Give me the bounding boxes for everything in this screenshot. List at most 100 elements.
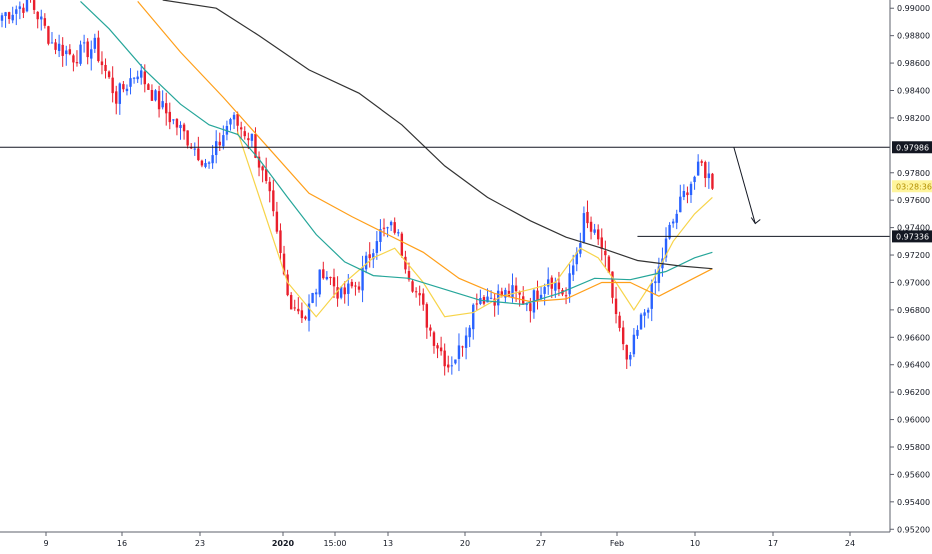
bar-countdown-label-bg [892, 180, 932, 193]
candle-body [243, 131, 246, 137]
candle-body [675, 213, 678, 223]
candle-body [257, 156, 261, 168]
time-tick-label: 17 [768, 539, 778, 548]
candle-body [165, 103, 168, 114]
orange-moving-average-line [137, 1, 713, 303]
candle-body [350, 281, 354, 287]
candle-body [486, 296, 489, 303]
candle-body [197, 148, 200, 161]
candle-body [129, 78, 132, 87]
candle-body [200, 160, 204, 166]
candle-body [447, 364, 450, 368]
candle-body [343, 287, 346, 295]
candle-body [547, 279, 550, 287]
candle-body [336, 287, 339, 299]
candle-body [589, 221, 593, 232]
candle-body [689, 183, 693, 196]
candle-body [646, 309, 650, 313]
candle-body [668, 224, 671, 239]
candle-body [354, 285, 357, 287]
candle-body [43, 18, 47, 26]
candle-body [439, 347, 443, 352]
candle-body [572, 265, 575, 275]
candle-body [407, 271, 411, 280]
yellow-moving-average-line [237, 131, 713, 318]
price-tick-label: 0.97200 [897, 251, 930, 260]
candle-body [15, 9, 18, 14]
candle-body [418, 293, 421, 296]
candle-body [596, 229, 600, 240]
candle-body [372, 253, 375, 260]
candle-body [464, 335, 468, 348]
candle-body [75, 62, 79, 64]
candle-body [536, 290, 539, 301]
candle-body [575, 252, 578, 265]
candle-body [65, 50, 68, 55]
candle-body [404, 256, 407, 270]
price-tick-label: 0.96000 [897, 416, 930, 425]
price-tick-label: 0.95800 [897, 443, 930, 452]
candle-body [140, 70, 143, 78]
candle-body [518, 292, 521, 295]
candle-body [229, 119, 232, 125]
candle-body [272, 190, 275, 212]
candle-body [639, 314, 643, 330]
candle-body [150, 89, 154, 101]
candle-body [300, 310, 304, 319]
candle-body [382, 227, 386, 229]
candle-body [47, 26, 50, 44]
candle-body [693, 176, 696, 183]
candle-body [457, 345, 461, 359]
candle-body [86, 41, 89, 58]
candle-body [107, 71, 111, 78]
candle-body [79, 44, 82, 64]
time-tick-label: 10 [690, 539, 700, 548]
candle-body [304, 316, 307, 319]
time-tick-label: 15:00 [323, 539, 346, 548]
support-price-label-bg [892, 230, 932, 243]
black-moving-average-line [162, 0, 713, 270]
candle-body [607, 256, 611, 273]
candle-body [268, 181, 271, 192]
candle-body [629, 354, 632, 360]
candle-body [636, 329, 639, 336]
candle-body [329, 276, 332, 279]
candle-body [361, 267, 364, 291]
candle-body [325, 276, 329, 280]
candle-body [207, 162, 211, 164]
teal-moving-average-line [80, 0, 713, 306]
candle-body [218, 141, 221, 146]
candle-body [7, 12, 11, 20]
candle-body [432, 332, 436, 346]
candle-body [554, 281, 557, 291]
candle-body [593, 229, 596, 233]
candle-body [11, 14, 14, 21]
candle-body [525, 303, 528, 305]
candle-body [664, 238, 668, 258]
candle-body [90, 49, 93, 59]
time-tick-label: 13 [383, 539, 393, 548]
arrow-head-icon [750, 217, 761, 225]
candle-body [36, 11, 39, 20]
candle-body [357, 286, 361, 290]
candle-body [318, 269, 321, 295]
candle-body [236, 114, 239, 126]
candle-body [429, 327, 432, 331]
candle-body [193, 148, 196, 150]
price-tick-label: 0.95600 [897, 470, 930, 479]
candle-body [614, 298, 618, 315]
candle-body [297, 308, 300, 312]
candle-body [186, 130, 189, 146]
candle-body [393, 222, 396, 233]
resistance-price-label: 0.97986 [896, 143, 929, 152]
candle-body [397, 232, 400, 234]
candle-body [254, 134, 257, 158]
candle-body [222, 135, 225, 147]
candle-body [322, 269, 325, 279]
candle-body [368, 254, 371, 259]
projection-arrow-line[interactable] [733, 147, 756, 224]
price-tick-label: 0.99000 [897, 4, 930, 13]
candle-body [700, 161, 703, 163]
